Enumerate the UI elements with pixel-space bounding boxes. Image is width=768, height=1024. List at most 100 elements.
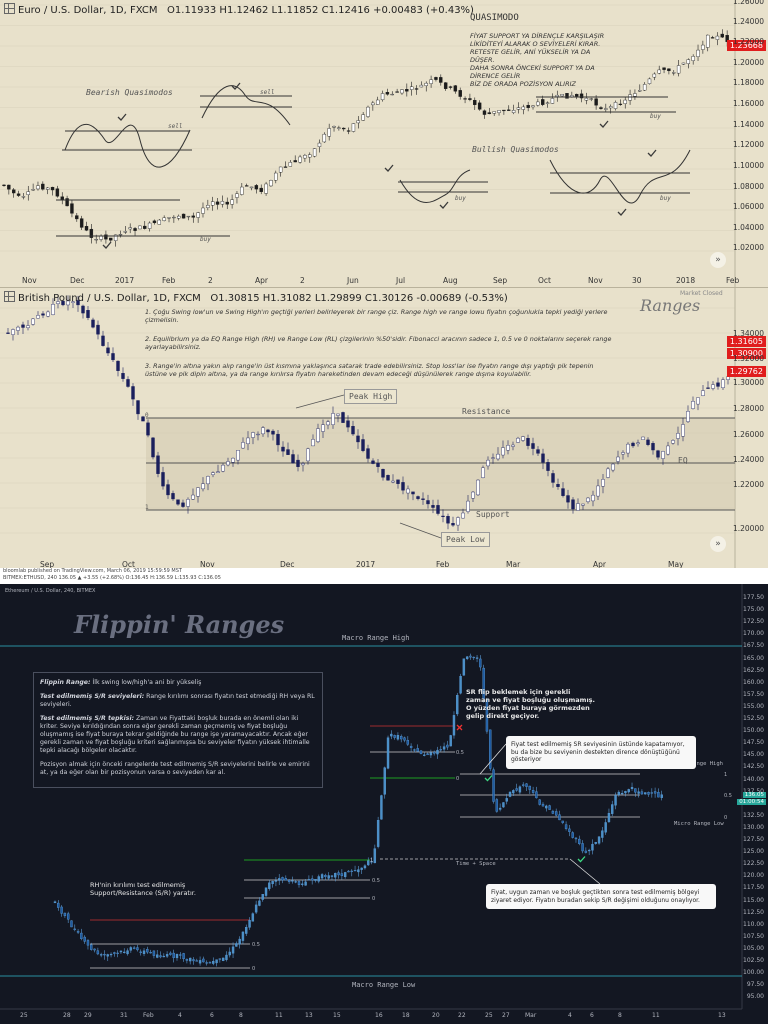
gbpusd-candle bbox=[691, 396, 695, 410]
ethusd-x-label-20: 8 bbox=[618, 1012, 622, 1019]
eurusd-chart-panel[interactable]: Euro / U.S. Dollar, 1D, FXCM O1.11933 H1… bbox=[0, 0, 768, 287]
ethusd-candle bbox=[538, 799, 541, 806]
eurusd-x-label-2: 2017 bbox=[115, 276, 135, 285]
gbpusd-candle bbox=[661, 450, 665, 465]
ethusd-candle bbox=[241, 931, 245, 945]
ethusd-candle bbox=[620, 790, 624, 795]
ethusd-candle bbox=[202, 956, 205, 963]
eurusd-candle bbox=[623, 96, 627, 109]
gbpusd-candle bbox=[31, 318, 35, 326]
gbpusd-candle bbox=[11, 328, 15, 341]
eurusd-candle bbox=[278, 166, 283, 177]
eurusd-candle bbox=[487, 108, 492, 115]
gbpusd-price-tag-1: 1.31605 bbox=[726, 336, 766, 347]
gbpusd-candle bbox=[576, 498, 580, 511]
eurusd-candle bbox=[167, 217, 171, 223]
gbpusd-candle bbox=[161, 466, 165, 490]
ethusd-candle bbox=[446, 740, 449, 750]
eurusd-candle bbox=[60, 192, 64, 205]
gbpusd-candle bbox=[656, 449, 660, 460]
eurusd-candle bbox=[376, 96, 380, 105]
ethusd-x-label-10: 15 bbox=[333, 1012, 341, 1019]
eurusd-candle bbox=[555, 90, 559, 102]
gbpusd-candle bbox=[301, 461, 305, 472]
eurusd-candle bbox=[579, 89, 584, 103]
gbpusd-candle bbox=[316, 423, 320, 444]
ethusd-candle bbox=[423, 751, 426, 757]
ethusd-chart-panel[interactable]: 0.5 0 0.5 0 1 0.5 0 1 0.5 0 Ethereum / U.S. Dolla… bbox=[0, 584, 768, 1024]
eurusd-candle bbox=[710, 35, 715, 39]
ethusd-candle bbox=[505, 793, 508, 805]
eurusd-candle bbox=[12, 188, 16, 198]
gbpusd-candle bbox=[101, 330, 105, 347]
ethusd-candle bbox=[284, 875, 288, 881]
ethusd-candle bbox=[228, 947, 231, 958]
symbol-icon[interactable] bbox=[4, 291, 15, 302]
ethusd-candle bbox=[57, 900, 60, 911]
peak-low-pointer bbox=[399, 522, 442, 539]
gbpusd-candle bbox=[111, 347, 115, 362]
check-icon bbox=[617, 208, 627, 216]
ethusd-y-label-11: 150.00 bbox=[743, 727, 764, 735]
ranges-step-1: 1. Çoğu Swing low'un ve Swing High'ın ge… bbox=[145, 308, 608, 324]
eurusd-candle bbox=[638, 84, 642, 92]
gbpusd-candle bbox=[146, 419, 150, 438]
gbpusd-candle bbox=[556, 478, 560, 490]
scroll-forward-icon[interactable]: » bbox=[710, 536, 726, 552]
eurusd-candle bbox=[36, 181, 40, 191]
ethusd-candle bbox=[452, 711, 456, 739]
ethusd-candle bbox=[245, 924, 248, 937]
gbpusd-candle bbox=[496, 447, 500, 461]
gbpusd-candle bbox=[546, 458, 550, 477]
ethusd-candle bbox=[268, 879, 271, 891]
gbpusd-chart-panel[interactable]: British Pound / U.S. Dollar, 1D, FXCM O1… bbox=[0, 287, 768, 569]
ethusd-candle bbox=[449, 734, 452, 747]
gbpusd-x-label-5: Feb bbox=[436, 560, 450, 569]
ethusd-y-label-30: 102.50 bbox=[743, 957, 764, 964]
ethusd-candle bbox=[475, 654, 479, 663]
ethusd-candle bbox=[386, 735, 390, 770]
eurusd-candle bbox=[210, 196, 215, 211]
eurusd-candle bbox=[642, 82, 647, 92]
eurusd-candle bbox=[380, 90, 385, 102]
ethusd-x-label-9: 13 bbox=[305, 1012, 313, 1019]
ethusd-candle bbox=[617, 790, 621, 797]
gbpusd-candle bbox=[541, 448, 545, 470]
flippin-notes-box: Flippin Range: İlk swing low/high'a ani … bbox=[33, 672, 323, 788]
gbpusd-candle bbox=[81, 304, 85, 319]
eurusd-x-label-12: Nov bbox=[588, 276, 603, 285]
eurusd-y-label-9: 1.08000 bbox=[732, 182, 764, 191]
eurusd-candle bbox=[99, 234, 103, 242]
gbpusd-y-label-3: 1.28000 bbox=[732, 404, 764, 413]
symbol-icon[interactable] bbox=[4, 3, 15, 14]
ethusd-candle bbox=[465, 655, 469, 661]
ethusd-candle bbox=[479, 655, 482, 671]
ethusd-candle bbox=[574, 837, 578, 843]
eurusd-candle bbox=[303, 153, 307, 162]
ethusd-candle bbox=[370, 857, 373, 865]
gbpusd-candle bbox=[206, 475, 210, 491]
eurusd-candle bbox=[681, 62, 686, 66]
gbpusd-candle bbox=[36, 311, 40, 319]
ethusd-candle bbox=[254, 900, 258, 915]
ethusd-candle bbox=[96, 947, 100, 956]
gbpusd-y-label-0: 1.34000 bbox=[732, 329, 764, 338]
gbpusd-candle bbox=[351, 420, 355, 436]
eurusd-candle bbox=[138, 225, 142, 230]
bearish-label: Bearish Quasimodos bbox=[86, 88, 173, 97]
ethusd-candle bbox=[123, 948, 126, 954]
ethusd-candle bbox=[406, 736, 410, 747]
ethusd-candle bbox=[271, 880, 274, 888]
eurusd-candle bbox=[715, 32, 720, 46]
eurusd-candle bbox=[312, 148, 317, 158]
callout-pointer bbox=[569, 858, 601, 885]
ethusd-candle bbox=[172, 949, 175, 963]
gbpusd-candle bbox=[16, 325, 20, 335]
ethusd-y-label-19: 130.00 bbox=[743, 823, 764, 831]
ethusd-y-label-1: 175.00 bbox=[743, 606, 764, 614]
fib-label: 0.5 bbox=[252, 942, 260, 948]
gbpusd-candle bbox=[361, 434, 365, 453]
gbpusd-candle bbox=[91, 317, 95, 329]
ethusd-y-label-33: 95.00 bbox=[746, 993, 764, 1001]
scroll-forward-icon[interactable]: » bbox=[710, 252, 726, 268]
